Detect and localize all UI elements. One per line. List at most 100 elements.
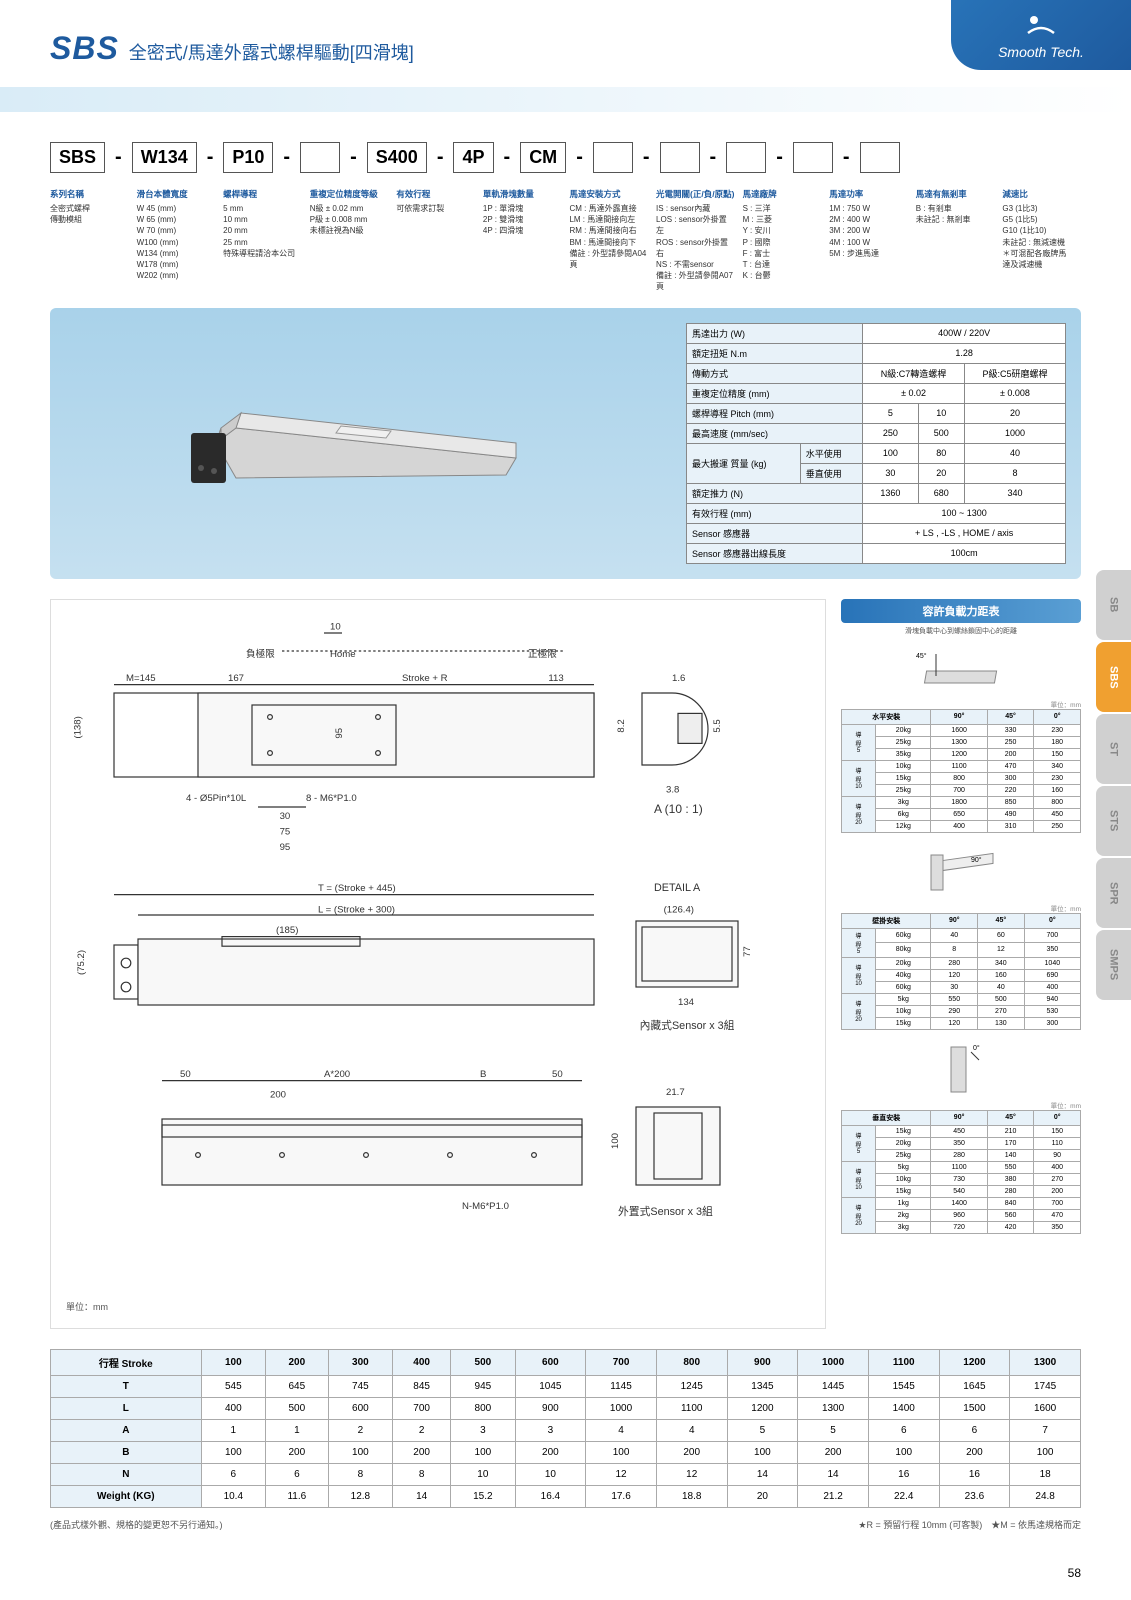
svg-text:(185): (185) bbox=[276, 925, 298, 936]
model-segment bbox=[660, 142, 700, 173]
spec-column: 重複定位精度等級N級 ± 0.02 mmP級 ± 0.008 mm未標註視為N級 bbox=[310, 188, 389, 293]
spec-column: 減速比G3 (1比3)G5 (1比5)G10 (1比10)未註記 : 無減速機＊… bbox=[1002, 188, 1081, 293]
svg-text:77: 77 bbox=[742, 946, 753, 957]
spec-columns: 系列名稱全密式螺桿傳動模組滑台本體寬度W 45 (mm)W 65 (mm)W 7… bbox=[50, 188, 1081, 293]
brand-name: SBS bbox=[50, 30, 119, 67]
product-spec-table: 馬達出力 (W)400W / 220V額定扭矩 N.m1.28傳動方式N級:C7… bbox=[686, 323, 1066, 564]
svg-text:5.5: 5.5 bbox=[712, 719, 723, 732]
stroke-table: 行程 Stroke1002003004005006007008009001000… bbox=[50, 1349, 1081, 1508]
svg-text:167: 167 bbox=[228, 673, 244, 684]
svg-text:45°: 45° bbox=[916, 652, 927, 660]
svg-text:(75.2): (75.2) bbox=[76, 949, 87, 974]
svg-text:8 - M6*P1.0: 8 - M6*P1.0 bbox=[306, 793, 357, 804]
model-segment bbox=[593, 142, 633, 173]
unit-note: 單位：mm bbox=[66, 1300, 810, 1313]
svg-text:A*200: A*200 bbox=[324, 1069, 350, 1080]
side-tab-sts[interactable]: STS bbox=[1096, 786, 1131, 856]
svg-text:N-M6*P1.0: N-M6*P1.0 bbox=[462, 1201, 509, 1212]
spec-column: 馬達功率1M : 750 W2M : 400 W3M : 200 W4M : 1… bbox=[829, 188, 908, 293]
product-image bbox=[65, 323, 666, 564]
svg-text:內藏式Sensor x 3組: 內藏式Sensor x 3組 bbox=[640, 1019, 735, 1032]
load-capacity-side: 容許負載力距表 滑塊負載中心到螺絲鎖固中心的距離 45°單位：mm水平安裝90°… bbox=[841, 599, 1081, 1329]
side-tab-sbs[interactable]: SBS bbox=[1096, 642, 1131, 712]
load-diagram: 0° bbox=[841, 1045, 1081, 1095]
svg-text:DETAIL A: DETAIL A bbox=[654, 882, 701, 894]
spec-column: 有效行程可依需求訂製 bbox=[396, 188, 475, 293]
svg-text:B: B bbox=[480, 1069, 486, 1080]
footnote-right: ★R = 預留行程 10mm (可客製) ★M = 依馬達規格而定 bbox=[858, 1518, 1081, 1531]
svg-text:Stroke + R: Stroke + R bbox=[402, 673, 448, 684]
svg-text:Home: Home bbox=[330, 649, 356, 660]
page-number: 58 bbox=[1068, 1566, 1081, 1580]
side-tab-st[interactable]: ST bbox=[1096, 714, 1131, 784]
side-tabs: SBSBSSTSTSSPRSMPS bbox=[1096, 570, 1131, 1000]
load-header: 容許負載力距表 bbox=[841, 599, 1081, 623]
load-diagram: 45° bbox=[841, 644, 1081, 694]
footnotes: (產品式樣外觀、規格的變更恕不另行通知。) ★R = 預留行程 10mm (可客… bbox=[50, 1518, 1081, 1531]
model-segment bbox=[793, 142, 833, 173]
load-table: 水平安裝90°45°0°導程520kg160033023025kg1300250… bbox=[841, 709, 1081, 833]
product-section: 馬達出力 (W)400W / 220V額定扭矩 N.m1.28傳動方式N級:C7… bbox=[50, 308, 1081, 579]
model-segment: S400 bbox=[367, 142, 427, 173]
svg-text:95: 95 bbox=[280, 842, 291, 853]
svg-text:50: 50 bbox=[180, 1069, 191, 1080]
side-tab-sb[interactable]: SB bbox=[1096, 570, 1131, 640]
page-header: SBS 全密式/馬達外露式螺桿驅動[四滑塊] Smooth Tech. bbox=[50, 30, 1081, 67]
actuator-illustration bbox=[176, 363, 556, 523]
footnote-left: (產品式樣外觀、規格的變更恕不另行通知。) bbox=[50, 1518, 223, 1531]
model-segment: SBS bbox=[50, 142, 105, 173]
svg-text:113: 113 bbox=[548, 673, 563, 684]
model-segment bbox=[860, 142, 900, 173]
model-segment: P10 bbox=[223, 142, 273, 173]
load-table: 壁掛安裝90°45°0°導程560kg406070080kg812350導程10… bbox=[841, 913, 1081, 1030]
svg-text:95: 95 bbox=[334, 727, 345, 738]
logo-badge: Smooth Tech. bbox=[951, 0, 1131, 70]
svg-text:外置式Sensor x 3組: 外置式Sensor x 3組 bbox=[618, 1205, 713, 1218]
svg-text:1.6: 1.6 bbox=[672, 673, 685, 684]
model-segment: 4P bbox=[453, 142, 493, 173]
header-band bbox=[0, 87, 1131, 112]
svg-text:8.2: 8.2 bbox=[616, 719, 627, 732]
model-segment bbox=[726, 142, 766, 173]
spec-column: 馬達廠牌S : 三洋M : 三菱Y : 安川P : 國際F : 富士T : 台達… bbox=[743, 188, 822, 293]
svg-text:正極限: 正極限 bbox=[528, 648, 557, 660]
svg-text:10: 10 bbox=[330, 621, 341, 632]
svg-text:30: 30 bbox=[280, 811, 291, 822]
spec-column: 螺桿導程5 mm10 mm20 mm25 mm特殊導程請洽本公司 bbox=[223, 188, 302, 293]
svg-text:90°: 90° bbox=[971, 856, 982, 864]
side-tab-spr[interactable]: SPR bbox=[1096, 858, 1131, 928]
technical-drawings: 10 負極限 Home 正極限 M=145 167 Stroke + R 113 bbox=[50, 599, 826, 1329]
load-diagram: 90° bbox=[841, 848, 1081, 898]
svg-text:134: 134 bbox=[678, 997, 695, 1008]
load-note: 滑塊負載中心到螺絲鎖固中心的距離 bbox=[841, 626, 1081, 636]
model-segment: CM bbox=[520, 142, 566, 173]
spec-column: 馬達有無剎車B : 有剎車未註記 : 無剎車 bbox=[916, 188, 995, 293]
svg-text:L = (Stroke + 300): L = (Stroke + 300) bbox=[318, 904, 395, 915]
svg-text:21.7: 21.7 bbox=[666, 1087, 685, 1098]
svg-text:4 - Ø5Pin*10L: 4 - Ø5Pin*10L bbox=[186, 793, 247, 804]
spec-column: 系列名稱全密式螺桿傳動模組 bbox=[50, 188, 129, 293]
svg-text:75: 75 bbox=[280, 826, 291, 837]
drawings-section: 10 負極限 Home 正極限 M=145 167 Stroke + R 113 bbox=[50, 599, 1081, 1329]
svg-text:(138): (138) bbox=[72, 716, 83, 738]
model-segment bbox=[300, 142, 340, 173]
svg-text:50: 50 bbox=[552, 1069, 563, 1080]
spec-column: 光電開關(正/負/原點)IS : sensor內藏LOS : sensor外掛置… bbox=[656, 188, 735, 293]
svg-text:A (10 : 1): A (10 : 1) bbox=[654, 802, 703, 816]
svg-text:T = (Stroke + 445): T = (Stroke + 445) bbox=[318, 883, 396, 894]
side-tab-smps[interactable]: SMPS bbox=[1096, 930, 1131, 1000]
svg-text:100: 100 bbox=[610, 1132, 621, 1148]
spec-column: 滑台本體寬度W 45 (mm)W 65 (mm)W 70 (mm)W100 (m… bbox=[137, 188, 216, 293]
spec-column: 馬達安裝方式CM : 馬達外露直接LM : 馬達間接向左RM : 馬達間接向右B… bbox=[569, 188, 648, 293]
model-segment: W134 bbox=[132, 142, 197, 173]
drawing-svg: 10 負極限 Home 正極限 M=145 167 Stroke + R 113 bbox=[66, 615, 810, 1287]
svg-text:0°: 0° bbox=[973, 1044, 980, 1052]
model-code-row: SBS-W134-P10- -S400-4P-CM- - - - - bbox=[50, 142, 1081, 173]
svg-text:200: 200 bbox=[270, 1089, 286, 1100]
svg-text:M=145: M=145 bbox=[126, 673, 156, 684]
load-table: 垂直安裝90°45°0°導程515kg45021015020kg35017011… bbox=[841, 1110, 1081, 1234]
svg-text:負極限: 負極限 bbox=[246, 648, 275, 660]
svg-text:(126.4): (126.4) bbox=[664, 904, 694, 915]
svg-text:3.8: 3.8 bbox=[666, 784, 679, 795]
page-subtitle: 全密式/馬達外露式螺桿驅動[四滑塊] bbox=[129, 39, 414, 65]
